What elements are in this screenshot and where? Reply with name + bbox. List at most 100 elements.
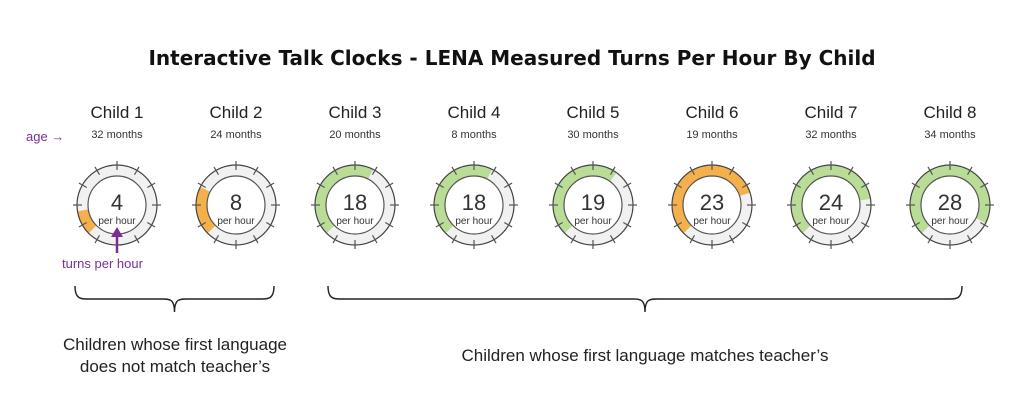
turns-value: 23 [700,190,724,215]
gauge-tick [490,166,497,175]
child-age: 30 months [567,129,619,141]
unit-label: per hour [693,216,731,227]
gauge-fill [552,164,617,234]
gauge-tick [252,235,259,244]
group-label: Children whose first language does not ma… [20,334,330,378]
gauge-tick [147,221,156,228]
gauge-tick [911,221,920,228]
group-brace [327,285,963,313]
gauge-inner-ring [325,175,385,235]
group-label-line: does not match teacher’s [79,357,271,376]
child-name: Child 4 [447,103,501,122]
gauge-tick [980,221,989,228]
gauge-inner-ring [444,175,504,235]
gauge-inner-ring [801,175,861,235]
gauge-tick [435,221,444,228]
unit-label: per hour [217,216,255,227]
turns-value: 28 [938,190,962,215]
child-label: Child 4 8 months [414,102,534,141]
gauge-tick [742,182,751,189]
gauge-tick [847,235,854,244]
gauge-tick [609,235,616,244]
unit-label: per hour [455,216,493,227]
gauge-tick [490,235,497,244]
unit-label: per hour [574,216,612,227]
turns-value: 8 [230,190,242,215]
gauge-tick [792,221,801,228]
gauge-tick [371,235,378,244]
turns-value: 19 [581,190,605,215]
gauge-tick [911,182,920,189]
turns-value: 24 [819,190,843,215]
child-age: 32 months [805,129,857,141]
gauge-tick [451,166,458,175]
child-name: Child 2 [209,103,263,122]
gauge-tick [316,182,325,189]
child-label: Child 3 20 months [295,102,415,141]
group-brace [74,285,275,313]
annotation-arrow-head [111,227,123,237]
gauge-tick [266,182,275,189]
gauge-tick [332,235,339,244]
gauge-tick [94,166,101,175]
gauge-fill [315,165,374,234]
gauge-tick [673,182,682,189]
gauge-tick [385,182,394,189]
unit-label: per hour [812,216,850,227]
child-label: Child 5 30 months [533,102,653,141]
gauge-tick [504,182,513,189]
gauge-tick [554,221,563,228]
gauge-tick [451,235,458,244]
child-label: Child 8 34 months [890,102,1010,141]
gauge-fill [790,165,871,234]
gauge-fill [196,186,216,234]
gauge-inner-ring [682,175,742,235]
gauge-tick [252,166,259,175]
gauge-tick [435,182,444,189]
child-label: Child 7 32 months [771,102,891,141]
turns-value: 4 [111,190,123,215]
gauge-tick [792,182,801,189]
gauge-tick [332,166,339,175]
gauge-tick [689,235,696,244]
child-age: 19 months [686,129,738,141]
turns-value: 18 [462,190,486,215]
gauge-tick [213,166,220,175]
gauge-tick [623,221,632,228]
gauge-tick [728,235,735,244]
gauge-tick [808,235,815,244]
gauge-tick [609,166,616,175]
child-label: Child 6 19 months [652,102,772,141]
gauge-tick [673,221,682,228]
gauge-tick [371,166,378,175]
child-name: Child 7 [804,103,858,122]
gauge-tick [861,221,870,228]
child-name: Child 6 [685,103,739,122]
child-age: 34 months [924,129,976,141]
gauge-tick [623,182,632,189]
child-name: Child 1 [90,103,144,122]
gauge-tick [385,221,394,228]
gauge-tick [966,166,973,175]
gauge-tick [927,166,934,175]
turns-per-hour-annotation: turns per hour [62,256,143,271]
gauge-tick [78,182,87,189]
gauge-tick [728,166,735,175]
child-label: Child 2 24 months [176,102,296,141]
child-name: Child 3 [328,103,382,122]
gauge-tick [133,235,140,244]
gauge-tick [570,166,577,175]
gauge-inner-ring [920,175,980,235]
gauge-tick [966,235,973,244]
child-name: Child 8 [923,103,977,122]
chart-title: Interactive Talk Clocks - LENA Measured … [148,46,876,70]
gauge-tick [213,235,220,244]
age-annotation: age → [26,129,65,144]
group-label-line: Children whose first language [63,335,287,354]
